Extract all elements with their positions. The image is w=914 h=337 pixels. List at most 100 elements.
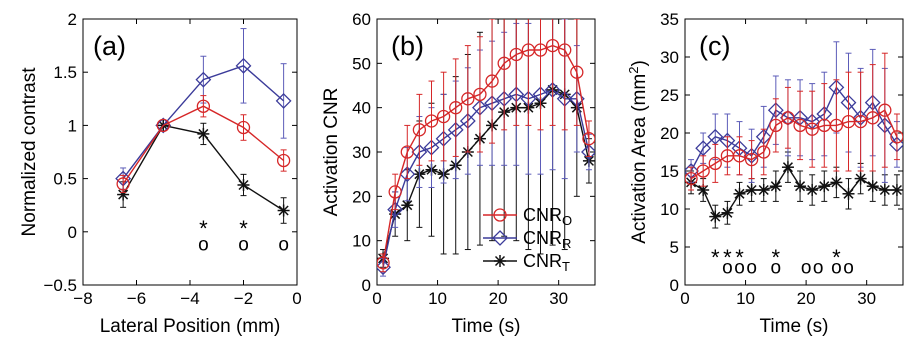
series-line-R — [122, 65, 285, 180]
panel-label: (c) — [699, 31, 730, 61]
x-tick-label: 10 — [736, 289, 755, 308]
marker-stroke — [698, 184, 709, 196]
series-O — [685, 52, 903, 191]
series-O — [116, 95, 291, 193]
data-point-O — [509, 47, 523, 62]
data-point-R — [399, 166, 416, 183]
series-O — [377, 19, 595, 273]
marker-stroke — [494, 255, 506, 267]
y-tick-label: 10 — [660, 200, 679, 219]
significance-star: * — [199, 216, 208, 241]
y-tick-label: 20 — [352, 187, 371, 206]
y-axis-label: Activation Area (mm2) — [626, 60, 650, 244]
marker-stroke — [891, 184, 902, 196]
data-point-T — [878, 184, 891, 196]
axes-frame — [684, 18, 904, 286]
data-point-O — [400, 145, 414, 159]
data-point-O — [769, 118, 783, 133]
data-point-O — [853, 114, 868, 129]
y-tick-label: 15 — [660, 162, 679, 181]
y-axis-label-text: Activation Area (mm — [629, 74, 650, 244]
data-point-O — [412, 123, 427, 137]
y-tick-label: 25 — [660, 86, 679, 105]
marker-stroke — [710, 211, 721, 222]
marker-stroke — [855, 173, 866, 184]
legend-label: CNRT — [523, 251, 570, 274]
data-point-T — [721, 206, 734, 219]
y-tick-label: 0 — [362, 276, 371, 295]
data-point-O — [685, 171, 698, 186]
significance-star: * — [772, 245, 781, 270]
legend-label: CNRR — [523, 228, 571, 251]
legend-label-text: CNR — [523, 251, 562, 271]
significance-star: * — [723, 245, 732, 270]
data-point-R — [275, 93, 292, 109]
data-point-O — [732, 149, 747, 163]
y-tick-label: 10 — [352, 232, 371, 251]
y-tick-label: 1.5 — [53, 63, 77, 82]
y-axis-label-superscript: 2 — [626, 67, 641, 74]
data-point-O — [696, 164, 710, 178]
data-point-R — [387, 201, 404, 218]
significance-circle: o — [722, 258, 733, 279]
data-point-O — [793, 118, 807, 133]
marker-stroke — [819, 181, 830, 192]
data-point-T — [237, 178, 250, 191]
series-line-R — [382, 89, 590, 268]
data-point-O — [744, 152, 759, 167]
data-point-O — [890, 130, 903, 144]
data-point-T — [806, 184, 819, 196]
data-point-T — [709, 210, 722, 223]
legend-label-subscript: O — [562, 213, 572, 228]
data-point-O — [570, 65, 584, 79]
data-point-T — [842, 187, 855, 200]
legend-label: CNRO — [523, 205, 572, 228]
data-point-O — [436, 109, 451, 124]
marker-stroke — [238, 179, 249, 191]
marker-stroke — [758, 184, 769, 196]
data-point-T — [277, 204, 290, 217]
series-group — [685, 41, 903, 229]
data-point-R — [581, 144, 595, 160]
data-point-O — [805, 122, 819, 136]
marker-stroke — [198, 128, 209, 139]
y-tick-label: 30 — [660, 48, 679, 67]
y-axis-label: Activation CNR — [321, 88, 342, 217]
data-point-O — [449, 101, 463, 115]
significance-circle: o — [843, 258, 854, 279]
data-point-R — [235, 57, 252, 74]
marker-stroke — [746, 184, 757, 196]
marker-stroke — [843, 188, 854, 199]
marker-stroke — [118, 189, 129, 200]
data-point-T — [854, 172, 867, 185]
marker-stroke — [722, 207, 733, 218]
legend-label-subscript: R — [562, 236, 571, 251]
data-point-R — [195, 71, 212, 88]
panel-label: (b) — [391, 31, 424, 61]
data-point-O — [236, 120, 251, 135]
data-point-T — [818, 180, 831, 193]
y-tick-label: 20 — [660, 124, 679, 143]
significance-circle: o — [813, 258, 824, 279]
data-point-O — [116, 177, 130, 191]
significance-circle: o — [238, 235, 249, 256]
data-point-O — [582, 132, 595, 146]
series-group — [115, 28, 292, 224]
x-tick-label: −4 — [180, 289, 199, 308]
series-T — [685, 151, 903, 229]
series-line-O — [122, 105, 285, 185]
series-line-T — [690, 165, 897, 218]
y-tick-label: 0 — [68, 223, 77, 242]
y-tick-label: 35 — [660, 10, 679, 29]
legend-label-text: CNR — [523, 205, 562, 225]
x-tick-label: 30 — [857, 289, 876, 308]
x-tick-label: 20 — [489, 289, 508, 308]
significance-circle: o — [771, 258, 782, 279]
data-point-O — [558, 43, 572, 57]
x-tick-label: −8 — [73, 289, 92, 308]
marker-stroke — [770, 181, 781, 192]
data-point-T — [890, 184, 903, 196]
marker-stroke — [782, 162, 793, 173]
marker-stroke — [734, 188, 745, 199]
